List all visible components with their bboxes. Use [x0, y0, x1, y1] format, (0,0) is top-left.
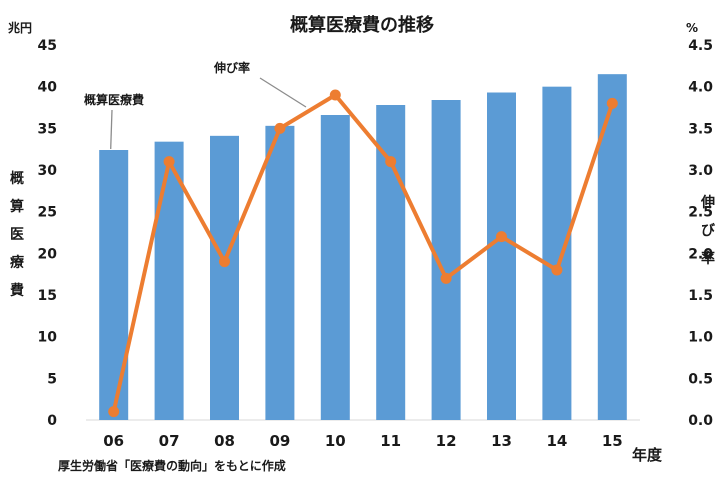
right-tick-label: 0.0 — [688, 413, 713, 429]
left-tick-label: 0 — [47, 413, 57, 429]
bar — [154, 141, 184, 420]
line-point — [385, 156, 397, 168]
left-axis-label-char: 概 — [10, 170, 24, 187]
right-tick-label: 0.5 — [688, 371, 713, 387]
right-tick-label: 3.0 — [688, 163, 713, 179]
line-point — [496, 231, 507, 243]
left-tick-label: 45 — [38, 38, 57, 54]
right-tick-label: 2.0 — [688, 246, 713, 262]
source-note: 厚生労働省「医療費の動向」をもとに作成 — [58, 458, 286, 473]
line-point — [329, 89, 341, 101]
bar — [487, 92, 516, 420]
right-tick-label: 1.5 — [688, 288, 713, 304]
x-tick-label: 13 — [491, 432, 512, 450]
bar — [320, 115, 350, 420]
x-tick-label: 12 — [436, 432, 457, 450]
bar — [597, 74, 627, 421]
line-point — [108, 406, 120, 418]
line-point — [551, 264, 563, 276]
right-axis-unit: % — [686, 21, 698, 35]
left-tick-label: 5 — [47, 371, 57, 387]
left-axis-label-char: 療 — [10, 254, 25, 271]
x-tick-label: 08 — [214, 432, 235, 450]
x-tick-label: 11 — [380, 432, 401, 450]
x-tick-label: 14 — [546, 432, 567, 450]
x-tick-label: 09 — [269, 432, 290, 450]
x-axis-unit: 年度 — [632, 446, 663, 464]
line-point — [274, 122, 286, 134]
bar — [99, 150, 129, 420]
left-tick-label: 15 — [38, 288, 57, 304]
right-tick-label: 4.0 — [688, 80, 713, 96]
right-axis-label-char: び — [701, 223, 716, 239]
left-axis-label-char: 医 — [10, 227, 24, 243]
left-axis-label-char: 算 — [10, 198, 24, 215]
x-tick-label: 10 — [325, 432, 346, 450]
bar-callout-leader — [110, 109, 113, 150]
right-tick-label: 1.0 — [688, 330, 713, 346]
left-tick-label: 25 — [38, 205, 57, 221]
line-callout-leader — [259, 77, 307, 108]
right-tick-label: 3.5 — [688, 121, 713, 137]
line-point — [219, 256, 230, 268]
left-tick-label: 35 — [38, 121, 57, 137]
line-series-callout: 伸び率 — [213, 60, 250, 75]
left-axis-unit: 兆円 — [8, 20, 32, 35]
series-line — [111, 93, 615, 413]
chart-title: 概算医療費の推移 — [290, 14, 434, 36]
x-tick-label: 06 — [103, 432, 124, 450]
left-axis-label-char: 費 — [10, 282, 24, 299]
bar — [265, 125, 295, 420]
right-axis-label-char: 伸 — [700, 194, 715, 211]
x-tick-label: 15 — [602, 432, 623, 450]
left-tick-label: 10 — [38, 330, 58, 346]
right-tick-label: 2.5 — [688, 205, 713, 221]
x-tick-label: 07 — [159, 432, 180, 450]
line-point — [163, 156, 175, 168]
bar — [542, 86, 572, 421]
bar — [210, 135, 239, 421]
right-tick-label: 4.5 — [688, 38, 713, 54]
line-point — [440, 272, 452, 284]
left-tick-label: 20 — [38, 246, 58, 262]
bar-series-callout: 概算医療費 — [84, 92, 144, 107]
right-axis-label-char: 率 — [701, 250, 715, 267]
left-tick-label: 40 — [38, 80, 58, 96]
line-point — [606, 97, 618, 109]
left-tick-label: 30 — [38, 163, 58, 179]
